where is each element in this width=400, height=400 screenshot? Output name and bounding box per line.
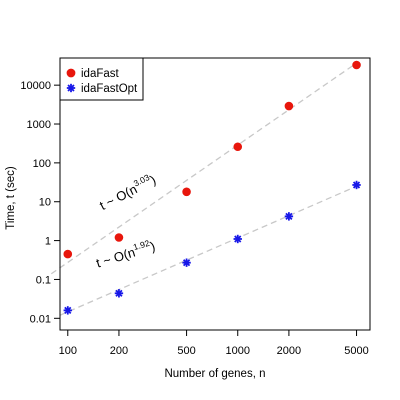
legend-box (59, 57, 144, 101)
point-idaFastOpt (63, 306, 72, 315)
legend-label-idaFast: idaFast (81, 68, 120, 80)
x-tick-label: 5000 (344, 345, 368, 357)
x-tick-label: 2000 (277, 345, 301, 357)
slope-annotation: t ~ O(n1.92) (94, 237, 157, 271)
y-tick-label: 10 (39, 197, 51, 209)
point-idaFastOpt (114, 289, 124, 298)
trend-line-idaFastOpt (59, 185, 357, 316)
legend-marker-idaFast (66, 68, 76, 78)
point-idaFastOpt (182, 258, 191, 267)
x-tick-label: 200 (110, 345, 128, 357)
trend-line-idaFast (50, 62, 357, 275)
point-idaFastOpt (352, 180, 361, 190)
point-idaFastOpt (284, 212, 294, 221)
y-tick-label: 100 (33, 158, 51, 170)
legend-marker-idaFastOpt (66, 83, 76, 93)
plot-frame (59, 57, 371, 331)
plot-area: 100 200 500 1000 2000 5000 0.01 0.1 1 10 100 1000 10… (20, 57, 371, 357)
x-tick-label: 500 (177, 345, 195, 357)
slope-annotation: t ~ O(n3.03) (96, 170, 158, 213)
x-axis-label: Number of genes, n (164, 368, 265, 380)
point-idaFast (233, 142, 243, 152)
y-tick-label: 1 (45, 236, 51, 248)
y-tick-label: 10000 (20, 80, 51, 92)
point-idaFastOpt (233, 234, 242, 244)
y-axis-label: Time, t (sec) (5, 166, 17, 230)
point-idaFast (284, 101, 294, 111)
point-idaFast (114, 233, 124, 242)
point-idaFast (63, 249, 73, 259)
x-tick-label: 1000 (225, 345, 249, 357)
y-tick-label: 1000 (27, 119, 51, 131)
y-tick-label: 0.1 (36, 274, 51, 286)
point-idaFast (182, 187, 191, 197)
y-tick-label: 0.01 (30, 313, 51, 325)
x-tick-label: 100 (59, 345, 77, 357)
legend-label-idaFastOpt: idaFastOpt (81, 83, 138, 95)
point-idaFast (352, 60, 361, 70)
